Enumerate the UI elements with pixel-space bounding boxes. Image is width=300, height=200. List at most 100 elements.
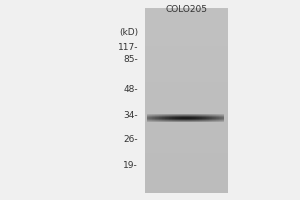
Bar	[215, 120, 217, 121]
Bar	[168, 120, 169, 121]
Bar	[182, 118, 184, 119]
Bar	[185, 116, 186, 117]
Bar	[221, 119, 222, 120]
Bar	[219, 119, 220, 120]
Bar	[158, 116, 159, 117]
Bar	[217, 120, 218, 121]
Bar	[169, 116, 170, 117]
Bar	[215, 116, 217, 117]
Bar	[182, 116, 184, 117]
Bar	[181, 118, 182, 119]
Bar	[199, 115, 200, 116]
Bar	[166, 119, 167, 120]
Bar	[189, 121, 190, 122]
Bar	[145, 166, 228, 168]
Bar	[155, 114, 156, 115]
Bar	[154, 121, 155, 122]
Bar	[213, 117, 214, 118]
Bar	[179, 114, 180, 115]
Bar	[176, 118, 177, 119]
Bar	[206, 121, 207, 122]
Bar	[162, 116, 163, 117]
Bar	[202, 115, 203, 116]
Bar	[215, 117, 217, 118]
Bar	[200, 118, 201, 119]
Bar	[204, 121, 205, 122]
Bar	[162, 121, 163, 122]
Bar	[169, 115, 170, 116]
Bar	[223, 116, 224, 117]
Bar	[223, 120, 224, 121]
Bar	[201, 117, 202, 118]
Bar	[214, 120, 215, 121]
Bar	[202, 117, 203, 118]
Bar	[195, 120, 196, 121]
Bar	[187, 120, 188, 121]
Bar	[186, 116, 187, 117]
Bar	[217, 121, 218, 122]
Bar	[145, 106, 228, 107]
Bar	[160, 114, 161, 115]
Bar	[206, 120, 207, 121]
Bar	[174, 116, 175, 117]
Bar	[163, 115, 164, 116]
Bar	[145, 164, 228, 166]
Bar	[160, 117, 161, 118]
Bar	[159, 119, 160, 120]
Bar	[207, 114, 208, 115]
Bar	[212, 114, 213, 115]
Bar	[154, 114, 155, 115]
Bar	[145, 104, 228, 105]
Bar	[145, 117, 228, 119]
Bar	[157, 116, 158, 117]
Bar	[147, 118, 148, 119]
Bar	[152, 118, 153, 119]
Bar	[212, 114, 214, 115]
Bar	[199, 116, 200, 117]
Bar	[145, 14, 228, 15]
Bar	[195, 114, 196, 115]
Bar	[185, 118, 186, 119]
Bar	[179, 118, 180, 119]
Bar	[164, 117, 165, 118]
Bar	[157, 114, 158, 115]
Bar	[203, 119, 204, 120]
Bar	[179, 114, 180, 115]
Bar	[145, 177, 228, 179]
Bar	[215, 114, 216, 115]
Bar	[147, 120, 148, 121]
Bar	[148, 118, 150, 119]
Bar	[178, 114, 180, 115]
Bar	[213, 119, 214, 120]
Bar	[148, 115, 149, 116]
Bar	[167, 120, 168, 121]
Bar	[167, 116, 168, 117]
Bar	[178, 115, 180, 116]
Bar	[169, 120, 170, 121]
Bar	[145, 100, 228, 101]
Bar	[152, 115, 153, 116]
Bar	[152, 119, 153, 120]
Bar	[223, 120, 224, 121]
Bar	[185, 114, 186, 115]
Bar	[179, 120, 180, 121]
Bar	[212, 121, 214, 122]
Bar	[145, 69, 228, 70]
Bar	[201, 118, 202, 119]
Bar	[145, 78, 228, 79]
Bar	[217, 114, 218, 115]
Bar	[182, 117, 183, 118]
Bar	[206, 116, 207, 117]
Bar	[159, 121, 160, 122]
Bar	[202, 114, 203, 115]
Bar	[202, 120, 203, 121]
Bar	[166, 116, 167, 117]
Bar	[177, 117, 178, 118]
Bar	[214, 115, 215, 116]
Bar	[166, 119, 167, 120]
Bar	[205, 116, 206, 117]
Bar	[158, 119, 159, 120]
Bar	[163, 119, 164, 120]
Bar	[207, 118, 208, 119]
Bar	[188, 115, 189, 116]
